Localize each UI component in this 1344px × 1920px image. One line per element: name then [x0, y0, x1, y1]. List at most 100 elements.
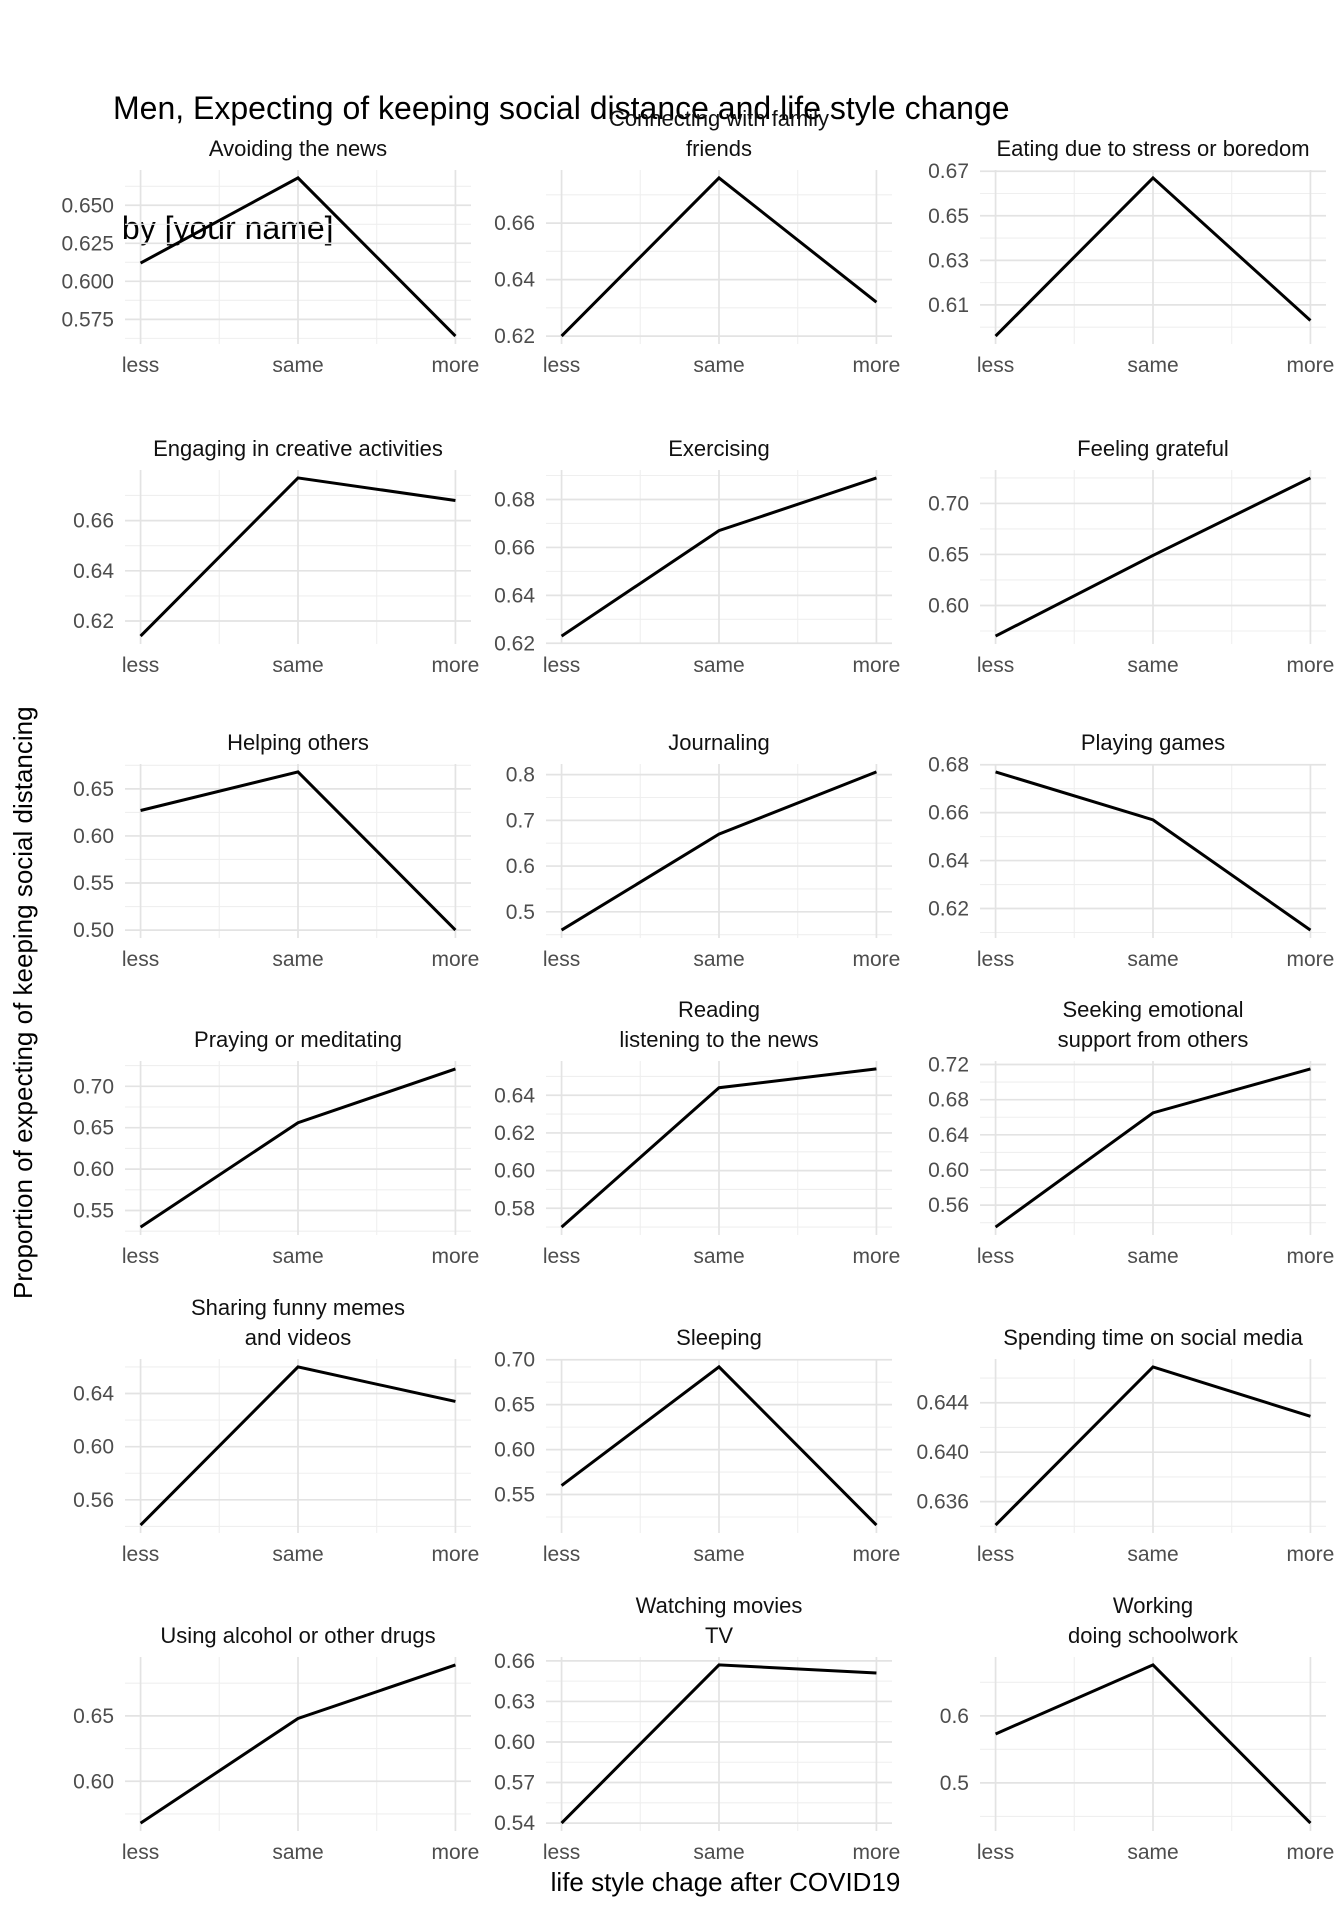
- gridlines-major: [980, 170, 1326, 344]
- x-tick-label: more: [853, 1245, 901, 1268]
- facet-watching-movies-tv: 0.54 0.57 0.60 0.63 0.66 less same more Watching…: [494, 1593, 900, 1864]
- y-tick-label: 0.60: [494, 1160, 535, 1183]
- facet-using-alcohol-or-other-drugs: 0.60 0.65 less same more Using alcohol or oth…: [73, 1623, 479, 1864]
- y-tick-label: 0.50: [73, 919, 114, 942]
- facet-title: Seeking emotional: [1062, 997, 1243, 1022]
- y-tick-label: 0.600: [61, 270, 114, 293]
- y-tick-label: 0.575: [61, 308, 114, 331]
- y-tick-label: 0.60: [928, 1159, 969, 1182]
- facet-working-doing-schoolwork: 0.5 0.6 less same more Working doing schoolwor…: [940, 1593, 1335, 1864]
- y-tick-label: 0.62: [494, 325, 535, 348]
- x-tick-label: more: [432, 1543, 480, 1566]
- y-tick-label: 0.60: [494, 1731, 535, 1754]
- x-tick-label: same: [693, 1841, 744, 1864]
- x-tick-label: less: [122, 948, 159, 971]
- facet-sleeping: 0.55 0.60 0.65 0.70 less same more Sleeping: [494, 1325, 900, 1566]
- y-tick-label: 0.640: [916, 1441, 969, 1464]
- facet-journaling: 0.5 0.6 0.7 0.8 less same more Journaling: [506, 730, 901, 971]
- x-axis-title: life style chage after COVID19: [550, 1867, 901, 1897]
- facet-title: friends: [686, 136, 752, 161]
- chart-title-line2: by [your name]: [113, 210, 334, 246]
- x-tick-label: more: [1287, 1543, 1335, 1566]
- x-tick-label: less: [543, 354, 580, 377]
- facet-eating-due-to-stress-or-boredom: 0.61 0.63 0.65 0.67 less same more Eating due t…: [928, 136, 1334, 377]
- gridlines-major: [125, 1657, 471, 1831]
- y-tick-label: 0.72: [928, 1054, 969, 1077]
- y-tick-label: 0.64: [494, 584, 535, 607]
- data-line: [560, 770, 877, 932]
- x-tick-label: same: [272, 1245, 323, 1268]
- facet-title: Journaling: [668, 730, 770, 755]
- facet-connecting-with-family-friends: 0.62 0.64 0.66 less same more Connecting with …: [494, 106, 900, 377]
- y-tick-label: 0.65: [73, 1117, 114, 1140]
- x-tick-label: less: [977, 354, 1014, 377]
- y-tick-label: 0.644: [916, 1392, 969, 1415]
- facet-title: Engaging in creative activities: [153, 436, 443, 461]
- x-tick-label: less: [543, 948, 580, 971]
- x-tick-label: more: [1287, 654, 1335, 677]
- x-tick-label: more: [1287, 948, 1335, 971]
- facet-praying-or-meditating: 0.55 0.60 0.65 0.70 less same more Praying or m…: [73, 1027, 479, 1268]
- data-line: [140, 770, 457, 932]
- data-line: [560, 476, 877, 638]
- x-tick-label: same: [1127, 948, 1178, 971]
- gridlines-major: [546, 1358, 892, 1533]
- x-tick-label: less: [543, 1245, 580, 1268]
- x-tick-label: more: [853, 354, 901, 377]
- x-tick-label: less: [543, 1543, 580, 1566]
- x-tick-label: less: [122, 354, 159, 377]
- x-tick-label: same: [693, 654, 744, 677]
- gridlines-major: [125, 170, 471, 344]
- y-tick-label: 0.64: [494, 1084, 535, 1107]
- facet-title: Spending time on social media: [1003, 1325, 1303, 1350]
- x-tick-label: more: [853, 948, 901, 971]
- x-tick-label: same: [693, 1543, 744, 1566]
- x-tick-label: same: [1127, 1543, 1178, 1566]
- x-tick-label: same: [272, 354, 323, 377]
- y-tick-label: 0.64: [928, 1124, 969, 1147]
- facet-title: Avoiding the news: [209, 136, 387, 161]
- y-tick-label: 0.56: [73, 1489, 114, 1512]
- gridlines-major: [980, 763, 1326, 938]
- facet-title: Praying or meditating: [194, 1027, 402, 1052]
- y-tick-label: 0.70: [73, 1075, 114, 1098]
- facet-title: Feeling grateful: [1077, 436, 1229, 461]
- y-tick-label: 0.55: [73, 872, 114, 895]
- x-tick-label: less: [122, 1841, 159, 1864]
- x-tick-label: same: [272, 1543, 323, 1566]
- gridlines-major: [980, 1359, 1326, 1533]
- y-tick-label: 0.63: [494, 1690, 535, 1713]
- x-tick-label: less: [122, 1543, 159, 1566]
- data-line: [560, 1364, 878, 1527]
- y-tick-label: 0.64: [928, 850, 969, 873]
- facet-title: Playing games: [1081, 730, 1225, 755]
- y-tick-label: 0.65: [928, 543, 969, 566]
- y-tick-label: 0.8: [506, 764, 535, 787]
- y-tick-label: 0.6: [506, 855, 535, 878]
- facet-title: doing schoolwork: [1068, 1623, 1239, 1648]
- data-line: [995, 770, 1312, 932]
- facet-engaging-in-creative-activities: 0.62 0.64 0.66 less same more Engaging in crea…: [73, 436, 479, 677]
- y-tick-label: 0.62: [494, 1122, 535, 1145]
- y-tick-label: 0.63: [928, 249, 969, 272]
- x-tick-label: less: [977, 1543, 1014, 1566]
- x-tick-label: same: [1127, 654, 1178, 677]
- x-tick-label: less: [977, 948, 1014, 971]
- facet-playing-games: 0.62 0.64 0.66 0.68 less same more Playing game…: [928, 730, 1334, 971]
- facet-avoiding-the-news: 0.575 0.600 0.625 0.650 less same more Avoiding…: [61, 136, 479, 377]
- facet-seeking-emotional-support-from-others: 0.56 0.60 0.64 0.68 0.72 less same more Seeking …: [928, 997, 1334, 1268]
- y-tick-label: 0.55: [73, 1200, 114, 1223]
- y-tick-label: 0.60: [928, 594, 969, 617]
- facet-title: Working: [1113, 1593, 1193, 1618]
- x-tick-label: less: [543, 654, 580, 677]
- facet-title: and videos: [245, 1325, 351, 1350]
- y-tick-label: 0.66: [494, 212, 535, 235]
- y-tick-label: 0.54: [494, 1812, 535, 1835]
- x-tick-label: same: [272, 654, 323, 677]
- data-line: [139, 1365, 456, 1527]
- y-tick-label: 0.62: [928, 898, 969, 921]
- data-line: [994, 1365, 1311, 1527]
- gridlines-major: [546, 1657, 892, 1831]
- gridlines-major: [546, 764, 892, 938]
